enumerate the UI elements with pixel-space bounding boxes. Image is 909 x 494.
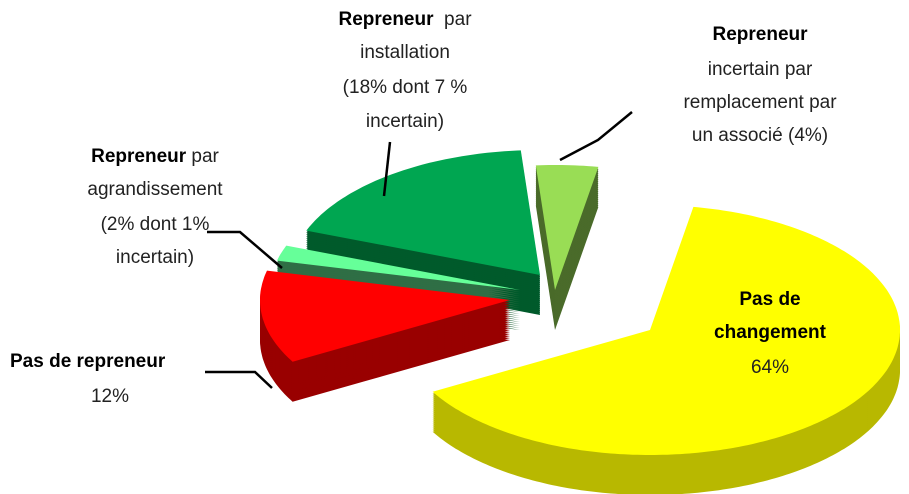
slice-label: Repreneur par (91, 146, 219, 167)
slice-label: 64% (751, 357, 789, 378)
leader-line (205, 370, 273, 389)
slice-label: incertain) (116, 247, 194, 268)
slice-label: Repreneur par (338, 9, 472, 30)
label-text: 64% (751, 357, 789, 378)
label-text: installation (360, 42, 450, 63)
label-text: 12% (91, 386, 129, 407)
slice-label: changement (714, 322, 827, 343)
label-text: par (434, 9, 473, 30)
slice-label: Repreneur (712, 24, 808, 45)
label-text: incertain) (116, 247, 194, 268)
slice-label: incertain) (366, 111, 444, 132)
slice (432, 206, 900, 455)
leader-line (382, 141, 392, 197)
slice (535, 165, 599, 290)
label-text: (2% dont 1% (101, 214, 210, 235)
slice-label: (18% dont 7 % (343, 77, 468, 98)
label-text: (18% dont 7 % (343, 77, 468, 98)
leader-line (559, 111, 633, 162)
label-text: agrandissement (87, 179, 223, 200)
slice-label: (2% dont 1% (101, 214, 210, 235)
label-bold: Pas de (739, 289, 800, 310)
slice-label: 12% (91, 386, 129, 407)
label-text: un associé (4%) (692, 125, 828, 146)
leader-line (207, 230, 283, 269)
label-text: incertain par (708, 59, 813, 80)
slice (277, 245, 520, 290)
slice-label: agrandissement (87, 179, 223, 200)
slice-label: remplacement par (683, 92, 837, 113)
slice (260, 270, 510, 362)
label-bold: Repreneur (712, 24, 808, 45)
label-text: incertain) (366, 111, 444, 132)
label-bold: Repreneur (338, 9, 434, 30)
leader-lines (205, 111, 633, 389)
label-bold: Pas de repreneur (10, 351, 166, 372)
slice-label: un associé (4%) (692, 125, 828, 146)
slice-label: Pas de repreneur (10, 351, 166, 372)
label-text: remplacement par (683, 92, 837, 113)
slice-label: incertain par (708, 59, 813, 80)
label-bold: Repreneur (91, 146, 187, 167)
slice-label: installation (360, 42, 450, 63)
slice (306, 150, 540, 275)
slice-label: Pas de (739, 289, 800, 310)
label-text: par (186, 146, 219, 167)
label-bold: changement (714, 322, 827, 343)
